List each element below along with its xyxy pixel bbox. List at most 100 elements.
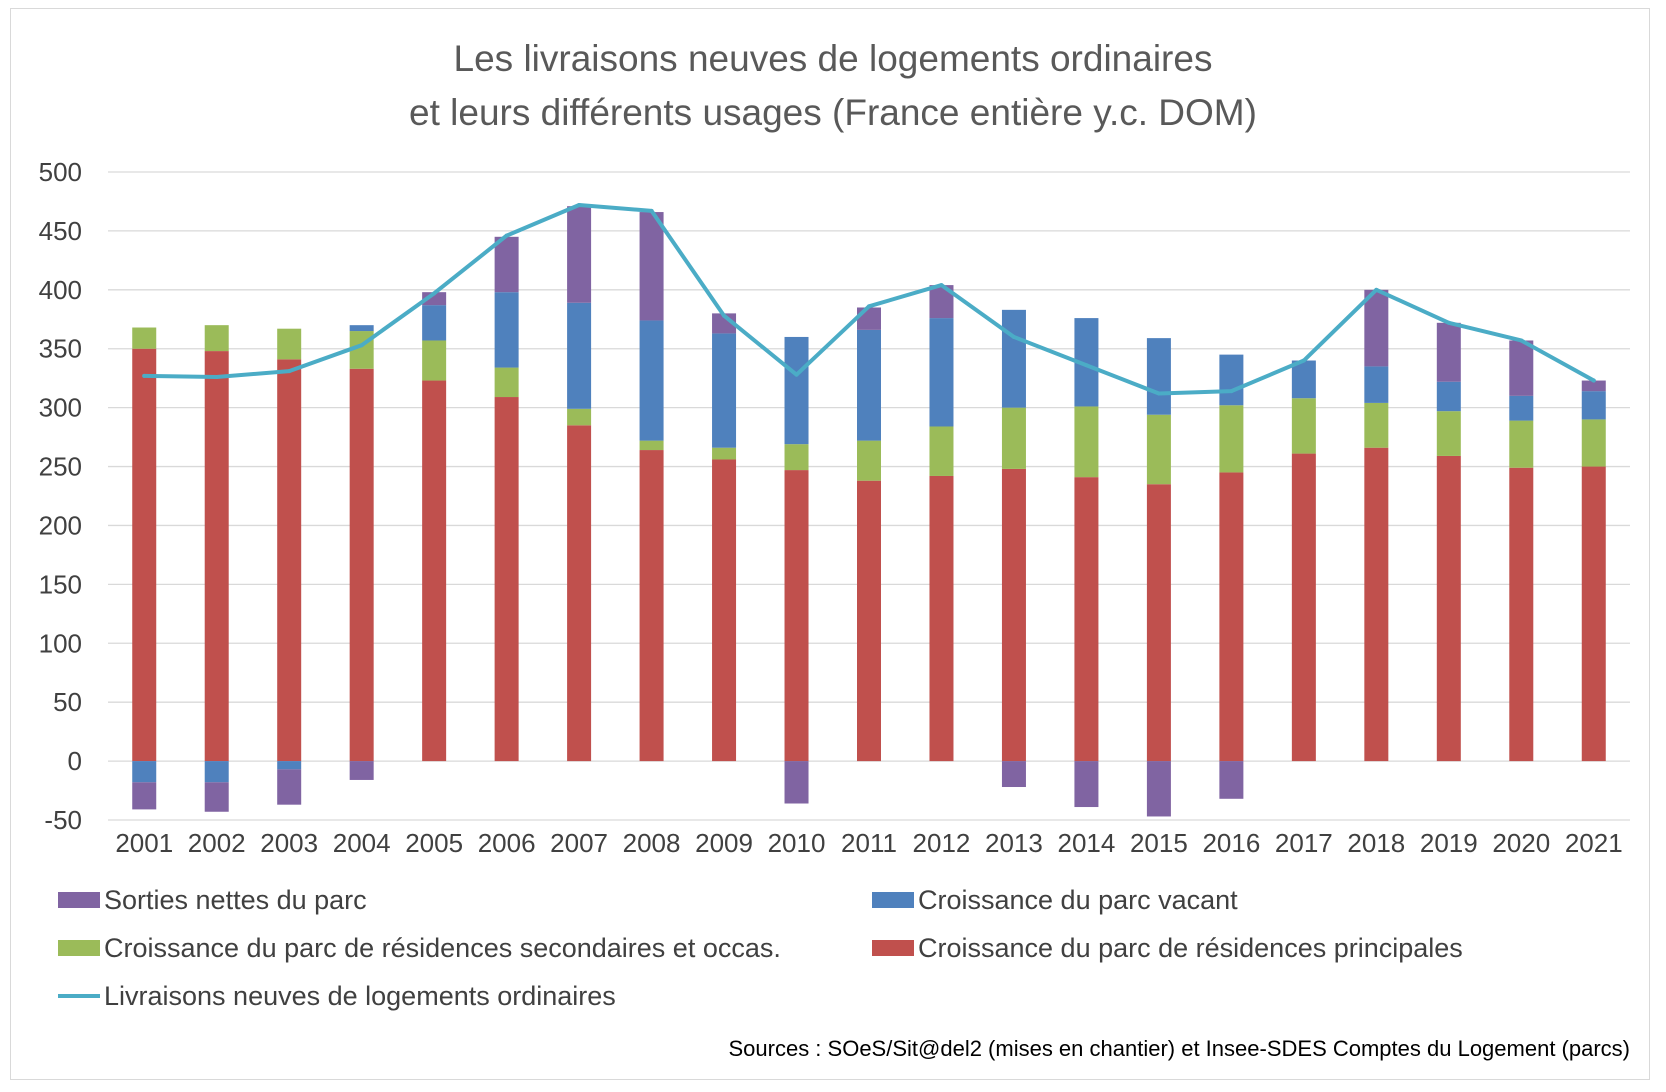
bar-segment bbox=[349, 761, 374, 780]
legend-label-livraisons: Livraisons neuves de logements ordinaire… bbox=[104, 980, 616, 1011]
bar-segment bbox=[857, 307, 881, 330]
y-tick-label: 250 bbox=[39, 452, 82, 482]
x-tick-label: 2007 bbox=[550, 828, 608, 858]
legend-label-vacant: Croissance du parc vacant bbox=[918, 884, 1238, 915]
bar-segment bbox=[204, 782, 229, 812]
bar-segment bbox=[1509, 395, 1534, 421]
bar-segment bbox=[494, 397, 519, 762]
bar-segment bbox=[494, 236, 519, 293]
bar-segment bbox=[1364, 402, 1389, 448]
bar-segment bbox=[712, 333, 737, 448]
y-tick-label: 100 bbox=[39, 628, 82, 658]
bar-segment bbox=[204, 325, 229, 352]
bar-segment bbox=[929, 475, 954, 762]
bar-segment bbox=[1219, 354, 1244, 406]
bar-segment bbox=[1436, 381, 1461, 412]
bar-segment bbox=[277, 328, 302, 360]
bar-segment bbox=[929, 426, 954, 476]
bar-segment bbox=[567, 302, 592, 409]
x-tick-label: 2017 bbox=[1275, 828, 1333, 858]
bar-segment bbox=[567, 206, 592, 303]
bar-segment bbox=[1146, 484, 1171, 762]
bar-segment bbox=[1509, 467, 1534, 762]
line-point bbox=[1084, 363, 1089, 368]
bar-segment bbox=[494, 292, 519, 368]
bar-segment bbox=[1291, 360, 1316, 399]
bar-segment bbox=[204, 351, 229, 762]
legend-item-livraisons: Livraisons neuves de logements ordinaire… bbox=[58, 976, 616, 1016]
bar-segment bbox=[1581, 391, 1606, 420]
bar-segment bbox=[567, 408, 592, 426]
y-tick-label: 500 bbox=[39, 157, 82, 187]
x-tick-label: 2006 bbox=[478, 828, 536, 858]
line-point bbox=[1446, 320, 1451, 325]
line-point bbox=[432, 291, 437, 296]
bar-segment bbox=[1581, 466, 1606, 762]
legend-swatch-livraisons bbox=[58, 994, 100, 998]
bar-segment bbox=[132, 327, 157, 349]
x-tick-label: 2021 bbox=[1565, 828, 1623, 858]
bar-segment bbox=[277, 769, 302, 805]
bar-segment bbox=[1364, 447, 1389, 762]
x-tick-label: 2004 bbox=[333, 828, 391, 858]
bar-segment bbox=[1001, 468, 1026, 762]
bar-segment bbox=[277, 761, 302, 770]
bar-segment bbox=[784, 444, 809, 471]
line-point bbox=[1229, 389, 1234, 394]
y-tick-label: 350 bbox=[39, 334, 82, 364]
line-point bbox=[939, 283, 944, 288]
x-tick-label: 2003 bbox=[260, 828, 318, 858]
legend-item-vacant: Croissance du parc vacant bbox=[872, 880, 1238, 920]
line-point bbox=[1591, 378, 1596, 383]
x-tick-label: 2014 bbox=[1058, 828, 1116, 858]
bar-segment bbox=[1291, 453, 1316, 762]
y-tick-label: 0 bbox=[68, 746, 82, 776]
bar-segment bbox=[1436, 455, 1461, 762]
bar-segment bbox=[857, 329, 881, 441]
x-tick-label: 2008 bbox=[623, 828, 681, 858]
bar-segment bbox=[784, 761, 809, 804]
bar-segment bbox=[132, 761, 157, 783]
x-tick-label: 2009 bbox=[695, 828, 753, 858]
bar-segment bbox=[1074, 761, 1099, 808]
bar-segment bbox=[1581, 419, 1606, 467]
line-point bbox=[1301, 358, 1306, 363]
x-tick-label: 2015 bbox=[1130, 828, 1188, 858]
legend-item-principales: Croissance du parc de résidences princip… bbox=[872, 928, 1463, 968]
bar-segment bbox=[1001, 309, 1026, 408]
bar-segment bbox=[1001, 407, 1026, 469]
x-tick-label: 2012 bbox=[913, 828, 971, 858]
x-tick-label: 2005 bbox=[405, 828, 463, 858]
bar-segment bbox=[1436, 411, 1461, 456]
bar-segment bbox=[784, 336, 809, 445]
x-tick-label: 2010 bbox=[768, 828, 826, 858]
bar-segment bbox=[349, 325, 374, 332]
bar-segment bbox=[1219, 761, 1244, 799]
bar-segment bbox=[1364, 289, 1389, 367]
line-point bbox=[287, 369, 292, 374]
bar-segment bbox=[712, 459, 737, 762]
title-line-2: et leurs différents usages (France entiè… bbox=[409, 92, 1257, 133]
bar-segment bbox=[1219, 405, 1244, 473]
chart-frame bbox=[10, 8, 1650, 1080]
y-tick-label: 50 bbox=[53, 687, 82, 717]
x-tick-label: 2016 bbox=[1202, 828, 1260, 858]
line-point bbox=[142, 373, 147, 378]
legend-label-secondaires: Croissance du parc de résidences seconda… bbox=[104, 932, 781, 963]
legend-swatch-sorties bbox=[58, 892, 100, 908]
bar-segment bbox=[349, 368, 374, 762]
x-tick-label: 2013 bbox=[985, 828, 1043, 858]
legend-swatch-principales bbox=[872, 940, 914, 956]
x-tick-label: 2011 bbox=[841, 828, 897, 858]
bar-segment bbox=[422, 305, 447, 341]
y-tick-label: 200 bbox=[39, 510, 82, 540]
y-tick-label: 300 bbox=[39, 393, 82, 423]
bar-segment bbox=[1219, 472, 1244, 762]
bar-segment bbox=[639, 212, 664, 321]
line-point bbox=[794, 372, 799, 377]
bar-segment bbox=[784, 470, 809, 762]
bar-segment bbox=[1509, 420, 1534, 468]
bar-segment bbox=[1146, 414, 1171, 485]
bar-segment bbox=[929, 318, 954, 427]
